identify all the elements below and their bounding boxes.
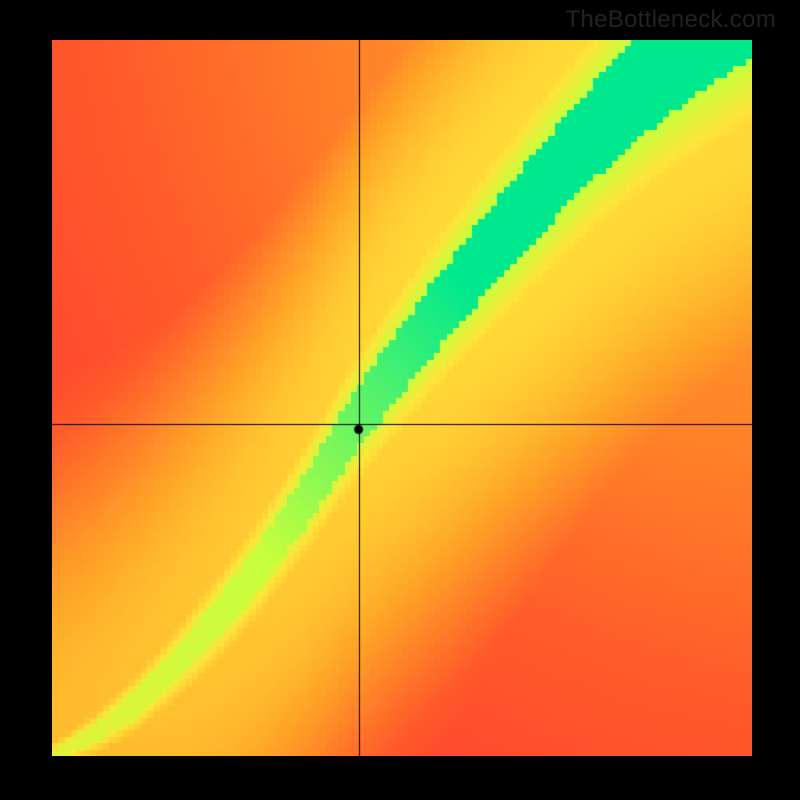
watermark-text: TheBottleneck.com	[565, 6, 776, 34]
plot-area	[52, 40, 752, 756]
figure-root: TheBottleneck.com	[0, 0, 800, 800]
heatmap-canvas	[52, 40, 752, 756]
